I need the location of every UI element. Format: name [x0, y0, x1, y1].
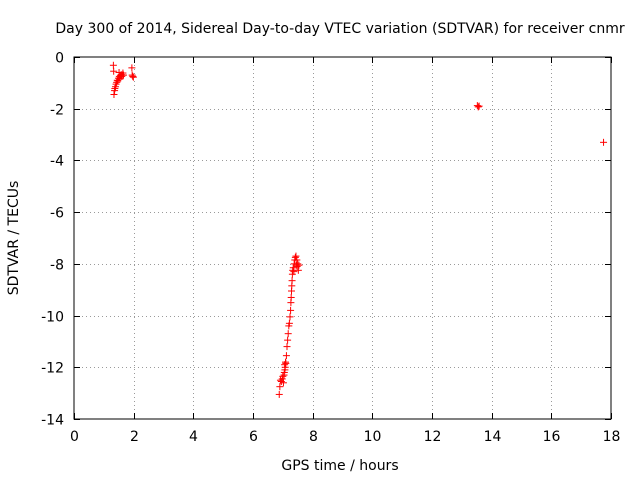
x-tick-label: 0: [70, 429, 79, 445]
data-point: [287, 306, 295, 314]
data-points: [109, 61, 608, 398]
y-axis-label: SDTVAR / TECUs: [6, 181, 22, 296]
data-point: [600, 138, 608, 146]
y-tick-label: -2: [50, 103, 64, 119]
plot-frame: [73, 56, 612, 420]
y-tick-label: -12: [41, 361, 64, 377]
data-point: [474, 103, 482, 111]
data-point: [286, 313, 294, 321]
data-point: [128, 64, 136, 72]
data-point: [129, 72, 137, 80]
y-tick-label: -6: [50, 206, 64, 222]
x-tick-label: 10: [364, 429, 382, 445]
data-point: [118, 72, 126, 80]
data-point: [111, 85, 119, 93]
x-tick-label: 6: [249, 429, 258, 445]
data-point: [294, 266, 302, 274]
data-point: [283, 343, 291, 351]
chart-title: Day 300 of 2014, Sidereal Day-to-day VTE…: [55, 21, 624, 37]
data-point: [295, 261, 303, 269]
data-point: [279, 379, 287, 387]
data-point: [284, 330, 292, 338]
data-point: [110, 90, 118, 98]
data-point: [110, 67, 118, 75]
y-tick-label: -10: [41, 310, 64, 326]
data-point: [112, 80, 120, 88]
y-tick-label: -4: [50, 154, 64, 170]
data-point: [279, 372, 287, 380]
x-tick-label: 4: [189, 429, 198, 445]
x-axis-label: GPS time / hours: [281, 458, 398, 474]
data-point: [475, 102, 483, 110]
y-tick-label: 0: [55, 51, 64, 67]
x-tick-label: 2: [130, 429, 139, 445]
grid: [74, 57, 611, 419]
x-tick-label: 12: [424, 429, 442, 445]
x-tick-label: 16: [543, 429, 561, 445]
data-point: [285, 319, 293, 327]
x-tick-label: 18: [603, 429, 621, 445]
data-point: [276, 383, 284, 391]
data-point: [287, 293, 295, 301]
data-point: [292, 252, 300, 260]
data-point: [290, 268, 298, 276]
axis-ticks: 0 2 4 6 8 10 12 14 16 18 0 -2 -4 -6 -8 -10 -12 -14: [41, 51, 620, 446]
data-point: [109, 61, 117, 69]
data-point: [284, 336, 292, 344]
data-point: [129, 73, 137, 81]
x-tick-label: 8: [309, 429, 318, 445]
data-point: [294, 260, 302, 268]
x-tick-label: 14: [484, 429, 502, 445]
y-tick-label: -14: [41, 413, 64, 429]
data-point: [120, 71, 128, 79]
data-point: [275, 390, 283, 398]
data-point: [282, 352, 290, 360]
data-point: [473, 102, 481, 110]
y-tick-label: -8: [50, 258, 64, 274]
data-point: [282, 359, 290, 367]
data-point: [288, 277, 296, 285]
data-point: [293, 256, 301, 264]
